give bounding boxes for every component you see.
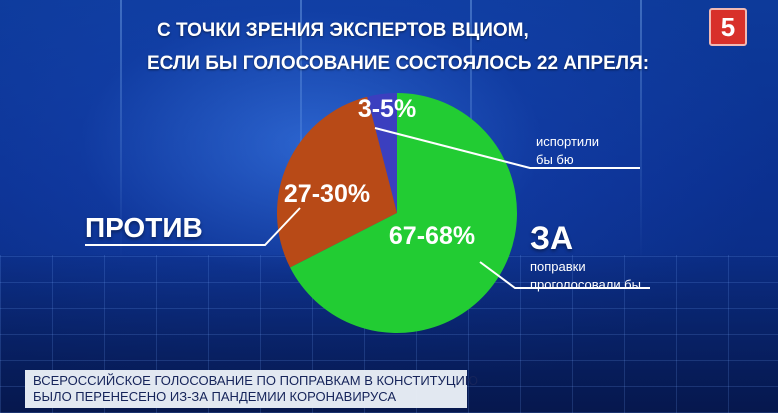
pie-slice-against bbox=[277, 96, 397, 268]
chart-title-line-2: ЕСЛИ БЫ ГОЛОСОВАНИЕ СОСТОЯЛОСЬ 22 АПРЕЛЯ… bbox=[147, 53, 650, 74]
news-caption-bar: ВСЕРОССИЙСКОЕ ГОЛОСОВАНИЕ ПО ПОПРАВКАМ В… bbox=[25, 370, 478, 408]
against-label: ПРОТИВ bbox=[85, 212, 203, 243]
for-sublabel-line-1: поправки bbox=[530, 259, 586, 274]
caption-line-1: ВСЕРОССИЙСКОЕ ГОЛОСОВАНИЕ ПО ПОПРАВКАМ В… bbox=[33, 373, 478, 388]
light-streak bbox=[120, 0, 122, 260]
chart-title-line-1: С ТОЧКИ ЗРЕНИЯ ЭКСПЕРТОВ ВЦИОМ, bbox=[157, 20, 529, 41]
pie-label-for: 67-68% bbox=[389, 222, 475, 250]
leader-line-for bbox=[479, 261, 650, 289]
pie-slice-for bbox=[290, 93, 517, 333]
pie-label-against: 27-30% bbox=[284, 180, 370, 208]
light-streak bbox=[640, 0, 642, 260]
for-sublabel-line-2: проголосовали бы bbox=[530, 277, 641, 292]
spoiled-label-line-2: бы бю bbox=[536, 152, 574, 167]
leader-line-spoiled bbox=[374, 127, 640, 169]
leader-line-against bbox=[85, 207, 301, 246]
spoiled-label-line-1: испортили bbox=[536, 134, 600, 149]
channel-logo: 5 bbox=[709, 8, 747, 46]
light-streak bbox=[300, 0, 302, 260]
pie-label-spoiled: 3-5% bbox=[358, 95, 416, 123]
for-label: ЗА bbox=[530, 220, 574, 256]
pie-slice-spoiled bbox=[367, 93, 397, 213]
caption-line-2: БЫЛО ПЕРЕНЕСЕНО ИЗ-ЗА ПАНДЕМИИ КОРОНАВИР… bbox=[33, 389, 397, 404]
